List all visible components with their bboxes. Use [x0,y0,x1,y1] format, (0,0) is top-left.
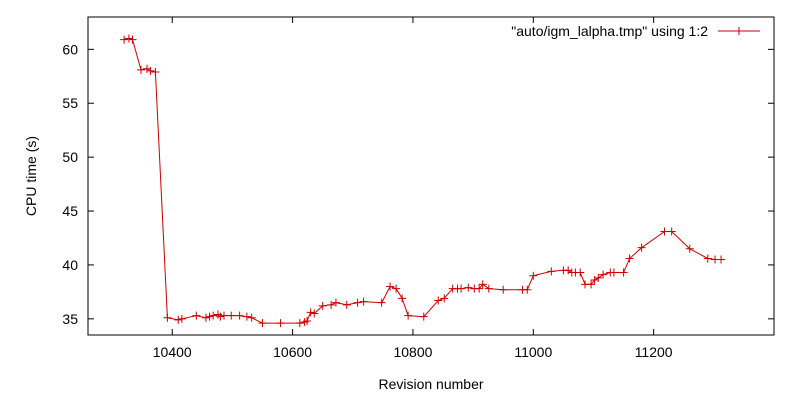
data-point [310,309,319,318]
data-point [564,266,573,275]
data-point [717,255,726,264]
data-point [523,285,532,294]
data-point [219,311,228,320]
data-point [353,298,362,307]
data-point [359,297,368,306]
data-point [660,227,669,236]
data-point [276,319,285,328]
plot-frame [87,16,775,336]
data-point [499,285,508,294]
x-tick-label: 10800 [393,344,432,360]
data-point [142,64,151,73]
data-point [529,271,538,280]
data-point [128,35,137,44]
data-point [594,273,603,282]
data-point [475,284,484,293]
data-point [227,311,236,320]
data-point [434,296,443,305]
data-point [404,311,413,320]
series-line [123,38,721,324]
data-point [235,311,244,320]
data-point [247,313,256,322]
data-point [242,312,251,321]
legend: "auto/igm_lalpha.tmp" using 1:2 [511,23,760,39]
legend-marker [735,27,743,35]
y-tick-label: 50 [62,149,78,165]
data-point [392,284,401,293]
data-point [295,319,304,328]
data-point [478,280,487,289]
data-point [667,227,676,236]
x-tick-label: 11000 [514,344,552,360]
y-tick-label: 45 [62,203,78,219]
y-tick-label: 60 [62,41,78,57]
legend-label: "auto/igm_lalpha.tmp" using 1:2 [511,23,708,39]
data-point [457,284,466,293]
data-point [258,319,267,328]
y-tick-label: 40 [62,257,78,273]
data-point [599,270,608,279]
data-point [609,268,618,277]
data-point [590,276,599,285]
data-point [124,34,133,43]
data-point [398,294,407,303]
y-tick-label: 35 [62,311,78,327]
data-point [464,283,473,292]
x-axis-label: Revision number [378,376,483,392]
data-point [136,65,145,74]
x-tick-label: 10600 [273,344,312,360]
axes-layer: 10400 10600 10800 11000 11200 35 40 45 50 55 60 [62,17,774,360]
y-axis-label: CPU time (s) [23,136,39,216]
data-point [619,268,628,277]
data-point [484,284,493,293]
data-point [331,298,340,307]
data-point [120,35,129,44]
data-point [547,267,556,276]
data-point [146,66,155,75]
data-point [174,315,183,324]
data-point [419,312,428,321]
y-tick-label: 55 [62,95,78,111]
data-point [386,282,395,291]
data-point [625,254,634,263]
data-point [440,294,449,303]
data-point [192,311,201,320]
data-point [342,300,351,309]
data-point [576,268,585,277]
data-point [205,312,214,321]
data-point [163,313,172,322]
legend-sample [718,27,760,35]
series-layer [120,34,726,328]
data-point [177,314,186,323]
x-tick-label: 11200 [635,344,673,360]
data-point [327,300,336,309]
data-point [703,254,712,263]
data-point [637,243,646,252]
data-point [318,301,327,310]
data-point [151,67,160,76]
data-point [201,313,210,322]
data-point [306,308,315,317]
data-point [216,312,225,321]
x-tick-label: 10400 [153,344,192,360]
data-point [587,280,596,289]
data-point [377,298,386,307]
data-point [303,316,312,325]
data-point [209,311,218,320]
data-point [685,244,694,253]
